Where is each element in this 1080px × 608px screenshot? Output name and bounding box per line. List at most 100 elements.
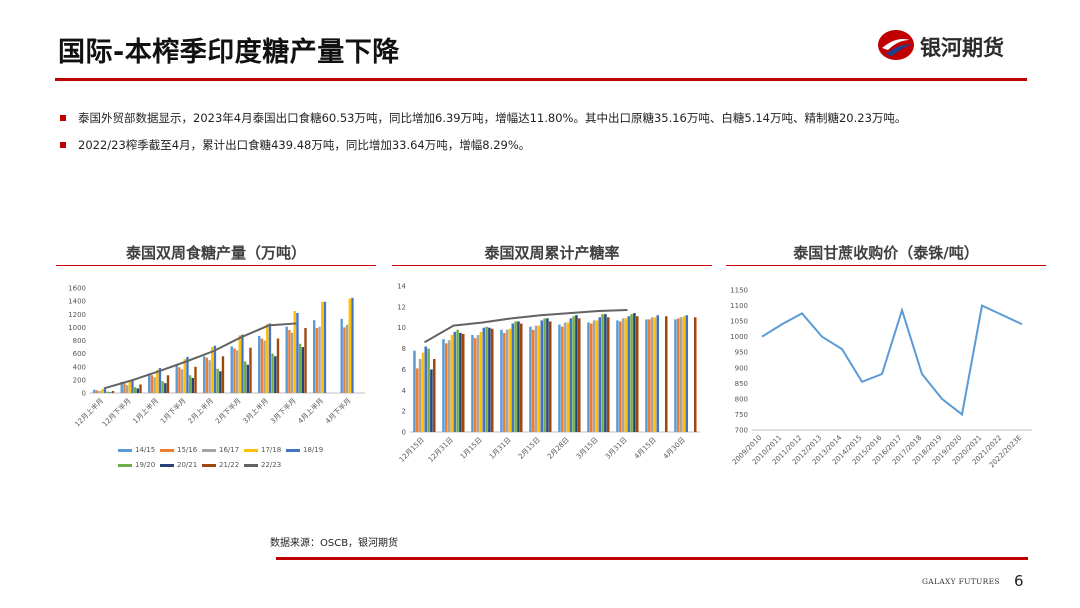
bar [471, 335, 474, 432]
sugar-production-chart: 0 200 400 600 800 1000 1200 1400 1600 12月上半月12月下半… [68, 285, 365, 429]
bar [482, 327, 486, 432]
series-line-22-23 [424, 308, 628, 344]
page-title: 国际-本榨季印度糖产量下降 [58, 37, 400, 68]
bar [679, 317, 683, 432]
x-tick-label: 4月下半月 [323, 396, 352, 425]
bar [445, 343, 448, 432]
legend-item: 15/16 [160, 446, 197, 454]
y-tick-label: 800 [73, 337, 86, 345]
bar [304, 328, 307, 393]
bullet-text: 2022/23榨季截至4月，累计出口食糖439.48万吨，同比增加33.64万吨… [78, 138, 531, 152]
bar [650, 317, 654, 432]
bar [208, 360, 211, 393]
y-tick-label: 0 [402, 429, 406, 437]
bar [540, 320, 544, 432]
x-tick-label: 12月下半月 [100, 396, 132, 428]
bar [95, 390, 99, 393]
x-tick-label: 3月下半月 [268, 396, 297, 425]
y-tick-label: 0 [82, 390, 86, 398]
bar [249, 347, 252, 393]
bar [274, 356, 277, 393]
y-tick-label: 12 [397, 303, 406, 311]
legend-label: 16/17 [219, 446, 240, 454]
bar [266, 324, 269, 393]
y-tick-label: 4 [402, 387, 407, 395]
bullet-item: 2022/23榨季截至4月，累计出口食糖439.48万吨，同比增加33.64万吨… [60, 137, 530, 153]
bullet-square-icon [60, 141, 66, 148]
galaxy-logo-icon [878, 30, 914, 60]
bar [616, 320, 619, 432]
y-tick-label: 1200 [68, 311, 86, 319]
bar [447, 340, 451, 432]
x-tick-label: 12月上半月 [73, 396, 105, 428]
y-tick-label: 1000 [68, 324, 86, 332]
y-tick-label: 1150 [730, 287, 748, 295]
bullet-item: 泰国外贸部数据显示，2023年4月泰国出口食糖60.53万吨，同比增加6.39万… [60, 110, 906, 126]
bar [430, 369, 433, 432]
bar [476, 335, 480, 432]
y-tick-label: 900 [735, 364, 748, 372]
bar [186, 356, 189, 393]
bar [674, 319, 677, 432]
bar [575, 315, 578, 432]
y-tick-label: 1400 [68, 298, 86, 306]
legend-swatch [244, 463, 258, 467]
y-tick-label: 700 [735, 427, 748, 435]
bar [534, 325, 538, 432]
bar [321, 301, 324, 393]
bar [175, 365, 178, 393]
bar [682, 316, 686, 432]
legend-item: 18/19 [286, 446, 323, 454]
x-tick-label: 4月15日 [633, 436, 658, 461]
bullet-square-icon [60, 114, 66, 121]
bar [288, 330, 291, 393]
bar [246, 364, 249, 393]
logo-text: 银河期货 [920, 36, 1004, 60]
bar [488, 327, 491, 432]
x-tick-label: 1月下半月 [158, 396, 187, 425]
x-tick-label: 1月15日 [459, 436, 484, 461]
bar [621, 318, 625, 432]
bar [656, 315, 660, 432]
chart-1-divider [56, 265, 376, 266]
title-divider [55, 78, 1027, 81]
bar [323, 301, 327, 393]
legend-swatch [202, 463, 216, 467]
bar [233, 348, 236, 393]
bar [677, 318, 680, 432]
bar [148, 373, 151, 393]
bar [519, 323, 523, 432]
legend-item: 14/15 [118, 446, 155, 454]
x-tick-label: 4月上半月 [296, 396, 325, 425]
legend-swatch [202, 448, 216, 452]
y-tick-label: 200 [73, 376, 86, 384]
legend-swatch [118, 448, 132, 452]
bar [514, 321, 517, 432]
legend-item: 16/17 [202, 446, 239, 454]
y-tick-label: 950 [735, 349, 748, 357]
bar [98, 391, 101, 393]
y-tick-label: 1050 [730, 318, 748, 326]
bar [485, 326, 488, 432]
data-source-note: 数据来源：OSCB，银河期货 [270, 538, 399, 549]
bar [106, 391, 109, 393]
x-tick-label: 3月15日 [575, 436, 600, 461]
bar [563, 322, 567, 432]
legend-item: 21/22 [202, 461, 239, 469]
bar [592, 320, 596, 432]
chart-2-title: 泰国双周累计产糖率 [484, 244, 620, 262]
x-tick-label: 3月31日 [604, 436, 629, 461]
bar [653, 317, 657, 432]
bar [211, 347, 214, 393]
legend-item: 19/20 [118, 461, 155, 469]
series-line-22-23 [103, 322, 297, 390]
bar [293, 310, 296, 393]
bar [424, 346, 428, 432]
bar [271, 353, 274, 393]
bar [203, 356, 206, 393]
bar [442, 339, 445, 432]
bar [219, 371, 222, 393]
bar [511, 323, 515, 432]
y-tick-label: 400 [73, 363, 86, 371]
bar [313, 320, 316, 393]
